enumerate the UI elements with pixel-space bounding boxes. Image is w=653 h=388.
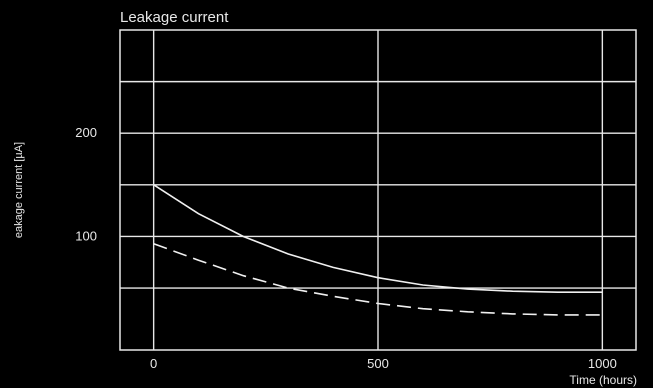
x-tick-label: 500	[367, 356, 389, 371]
series-line-solid	[153, 184, 603, 293]
y-tick-label: 200	[75, 125, 97, 140]
plot-frame	[119, 29, 637, 351]
series-line-dashed	[153, 242, 603, 316]
y-axis-label: eakage current [µA]	[13, 142, 25, 238]
chart-title: Leakage current	[120, 9, 229, 26]
x-tick-label: 0	[150, 356, 157, 371]
y-tick-label: 100	[75, 228, 97, 243]
x-axis-label: Time (hours)	[569, 373, 637, 387]
series-group	[153, 184, 603, 316]
tick-labels: 0 500 1000 100 200	[75, 125, 617, 371]
x-tick-label: 1000	[588, 356, 617, 371]
grid	[120, 30, 636, 350]
